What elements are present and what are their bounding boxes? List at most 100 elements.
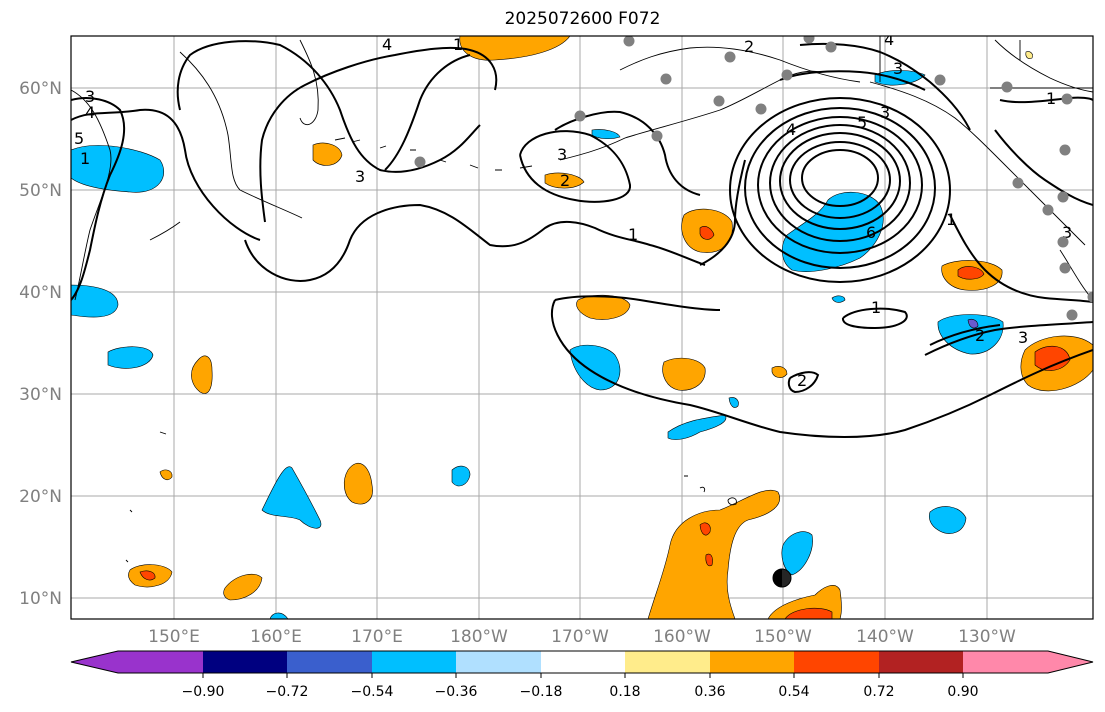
colorbar-tick-label: 0.54 — [778, 684, 809, 700]
colorbar-tick-label: 0.18 — [609, 684, 640, 700]
contour-label: 2 — [797, 371, 807, 390]
fill-patch — [451, 465, 471, 487]
colorbar-segment — [710, 651, 794, 673]
contour-label: 3 — [1062, 223, 1072, 242]
coastlines — [71, 36, 1093, 563]
colorbar-extend-high — [1048, 651, 1093, 673]
contour-label: 1 — [946, 210, 956, 229]
station-marker — [724, 51, 736, 63]
colorbar-segment — [372, 651, 456, 673]
contour-label: 3 — [1018, 328, 1028, 347]
colorbar-tick-label: −0.72 — [266, 684, 309, 700]
colorbar-extend-low — [71, 651, 118, 673]
colorbar-segment — [118, 651, 203, 673]
fill-patch — [591, 129, 621, 140]
fill-patch — [71, 145, 165, 193]
map-title: 2025072600 F072 — [504, 9, 661, 29]
map-frame — [70, 35, 1094, 620]
lat-label: 20°N — [19, 487, 62, 507]
contour-line — [244, 203, 706, 282]
anomaly-fills — [71, 36, 1093, 619]
coastline — [869, 81, 1086, 246]
station-marker — [825, 41, 837, 53]
longitude-labels: 150°E 160°E 170°E 180°W 170°W 160°W 150°… — [148, 627, 1016, 647]
station-marker — [1057, 236, 1069, 248]
contour-line — [924, 321, 1093, 356]
lon-label: 170°W — [551, 627, 609, 647]
station-marker — [1066, 309, 1078, 321]
contour-label: 5 — [857, 113, 867, 132]
fill-patch — [343, 463, 373, 505]
contour-line — [729, 97, 951, 283]
contour-line — [519, 130, 631, 203]
station-marker — [651, 130, 663, 142]
fill-patch — [312, 142, 343, 166]
colorbar-tick-label: 0.90 — [947, 684, 978, 700]
fill-patch — [139, 570, 156, 581]
contour-line — [259, 46, 498, 223]
fill-patch — [784, 607, 833, 619]
station-marker — [1059, 144, 1071, 156]
contour-line — [779, 132, 901, 230]
fill-patch — [544, 172, 585, 189]
coastline — [125, 431, 706, 563]
station-marker — [1057, 191, 1069, 203]
lon-label: 150°W — [754, 627, 812, 647]
contour-line — [994, 129, 1093, 206]
colorbar-segment — [203, 651, 287, 673]
fill-patch — [569, 344, 621, 391]
fill-patch — [928, 506, 967, 534]
contour-line — [554, 295, 721, 311]
contour-line — [842, 307, 908, 330]
colorbar-outline — [70, 650, 1094, 674]
station-marker — [414, 156, 426, 168]
graticule — [71, 36, 1093, 619]
contour-label: 2 — [975, 326, 985, 345]
contour-label: 3 — [85, 87, 95, 106]
coastline — [239, 189, 303, 219]
contour-label: 2 — [744, 37, 754, 56]
station-marker — [1087, 291, 1093, 303]
fill-patch — [831, 295, 846, 303]
fill-patch — [781, 531, 813, 576]
fill-patch — [771, 366, 788, 378]
colorbar-tick-label: −0.18 — [520, 684, 563, 700]
lon-label: 160°E — [250, 627, 302, 647]
lon-label: 160°W — [653, 627, 711, 647]
contour-label: 4 — [786, 120, 796, 139]
contour-label: 3 — [557, 145, 567, 164]
colorbar-tick-label: −0.54 — [351, 684, 394, 700]
station-marker — [1061, 93, 1073, 105]
contour-line — [176, 40, 481, 173]
colorbar-tick-label: −0.36 — [435, 684, 478, 700]
contour-line — [801, 149, 879, 207]
fill-patch — [576, 294, 631, 320]
coastline — [179, 51, 241, 191]
contour-label: 1 — [871, 298, 881, 317]
contour-label: 6 — [866, 223, 876, 242]
station-marker — [781, 69, 793, 81]
station-marker — [803, 36, 815, 44]
contour-line — [779, 70, 926, 91]
station-marker — [1059, 262, 1071, 274]
contour-line — [949, 214, 1093, 303]
fill-patch — [705, 553, 713, 567]
contour-label: 1 — [80, 149, 90, 168]
lat-label: 50°N — [19, 181, 62, 201]
station-marker — [1001, 81, 1013, 93]
fill-patch — [71, 284, 119, 318]
fill-patch — [937, 314, 1004, 355]
colorbar-segment — [794, 651, 879, 673]
contour-label: 4 — [382, 35, 392, 54]
lon-label: 150°E — [148, 627, 200, 647]
coastline — [994, 39, 1093, 93]
contour-line — [550, 299, 1093, 438]
center-marker — [772, 568, 792, 588]
contour-label: 1 — [1046, 89, 1056, 108]
coastline — [149, 221, 181, 241]
colorbar-segment — [625, 651, 710, 673]
station-marker — [713, 95, 725, 107]
station-marker — [755, 103, 767, 115]
contour-line — [789, 141, 891, 219]
